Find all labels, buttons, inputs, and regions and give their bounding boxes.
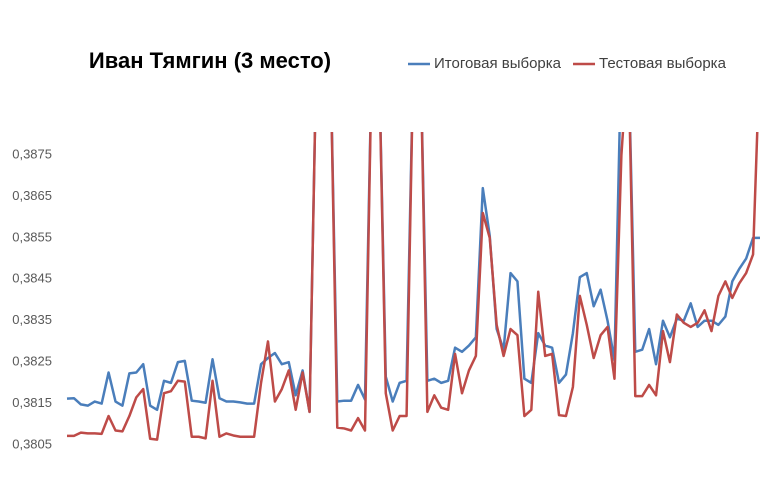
y-tick-label: 0,3845 xyxy=(12,271,52,286)
plot-area xyxy=(66,132,760,441)
y-tick-label: 0,3805 xyxy=(12,436,52,451)
legend-label: Итоговая выборка xyxy=(434,55,562,72)
y-tick-label: 0,3825 xyxy=(12,354,52,369)
y-tick-label: 0,3865 xyxy=(12,188,52,203)
y-tick-label: 0,3875 xyxy=(12,146,52,161)
series-line xyxy=(67,132,759,441)
series-line xyxy=(66,132,760,414)
y-tick-label: 0,3835 xyxy=(12,312,52,327)
y-tick-label: 0,3815 xyxy=(12,395,52,410)
y-tick-label: 0,3855 xyxy=(12,229,52,244)
legend-label: Тестовая выборка xyxy=(599,55,727,72)
chart-title: Иван Тямгин (3 место) xyxy=(89,48,331,73)
